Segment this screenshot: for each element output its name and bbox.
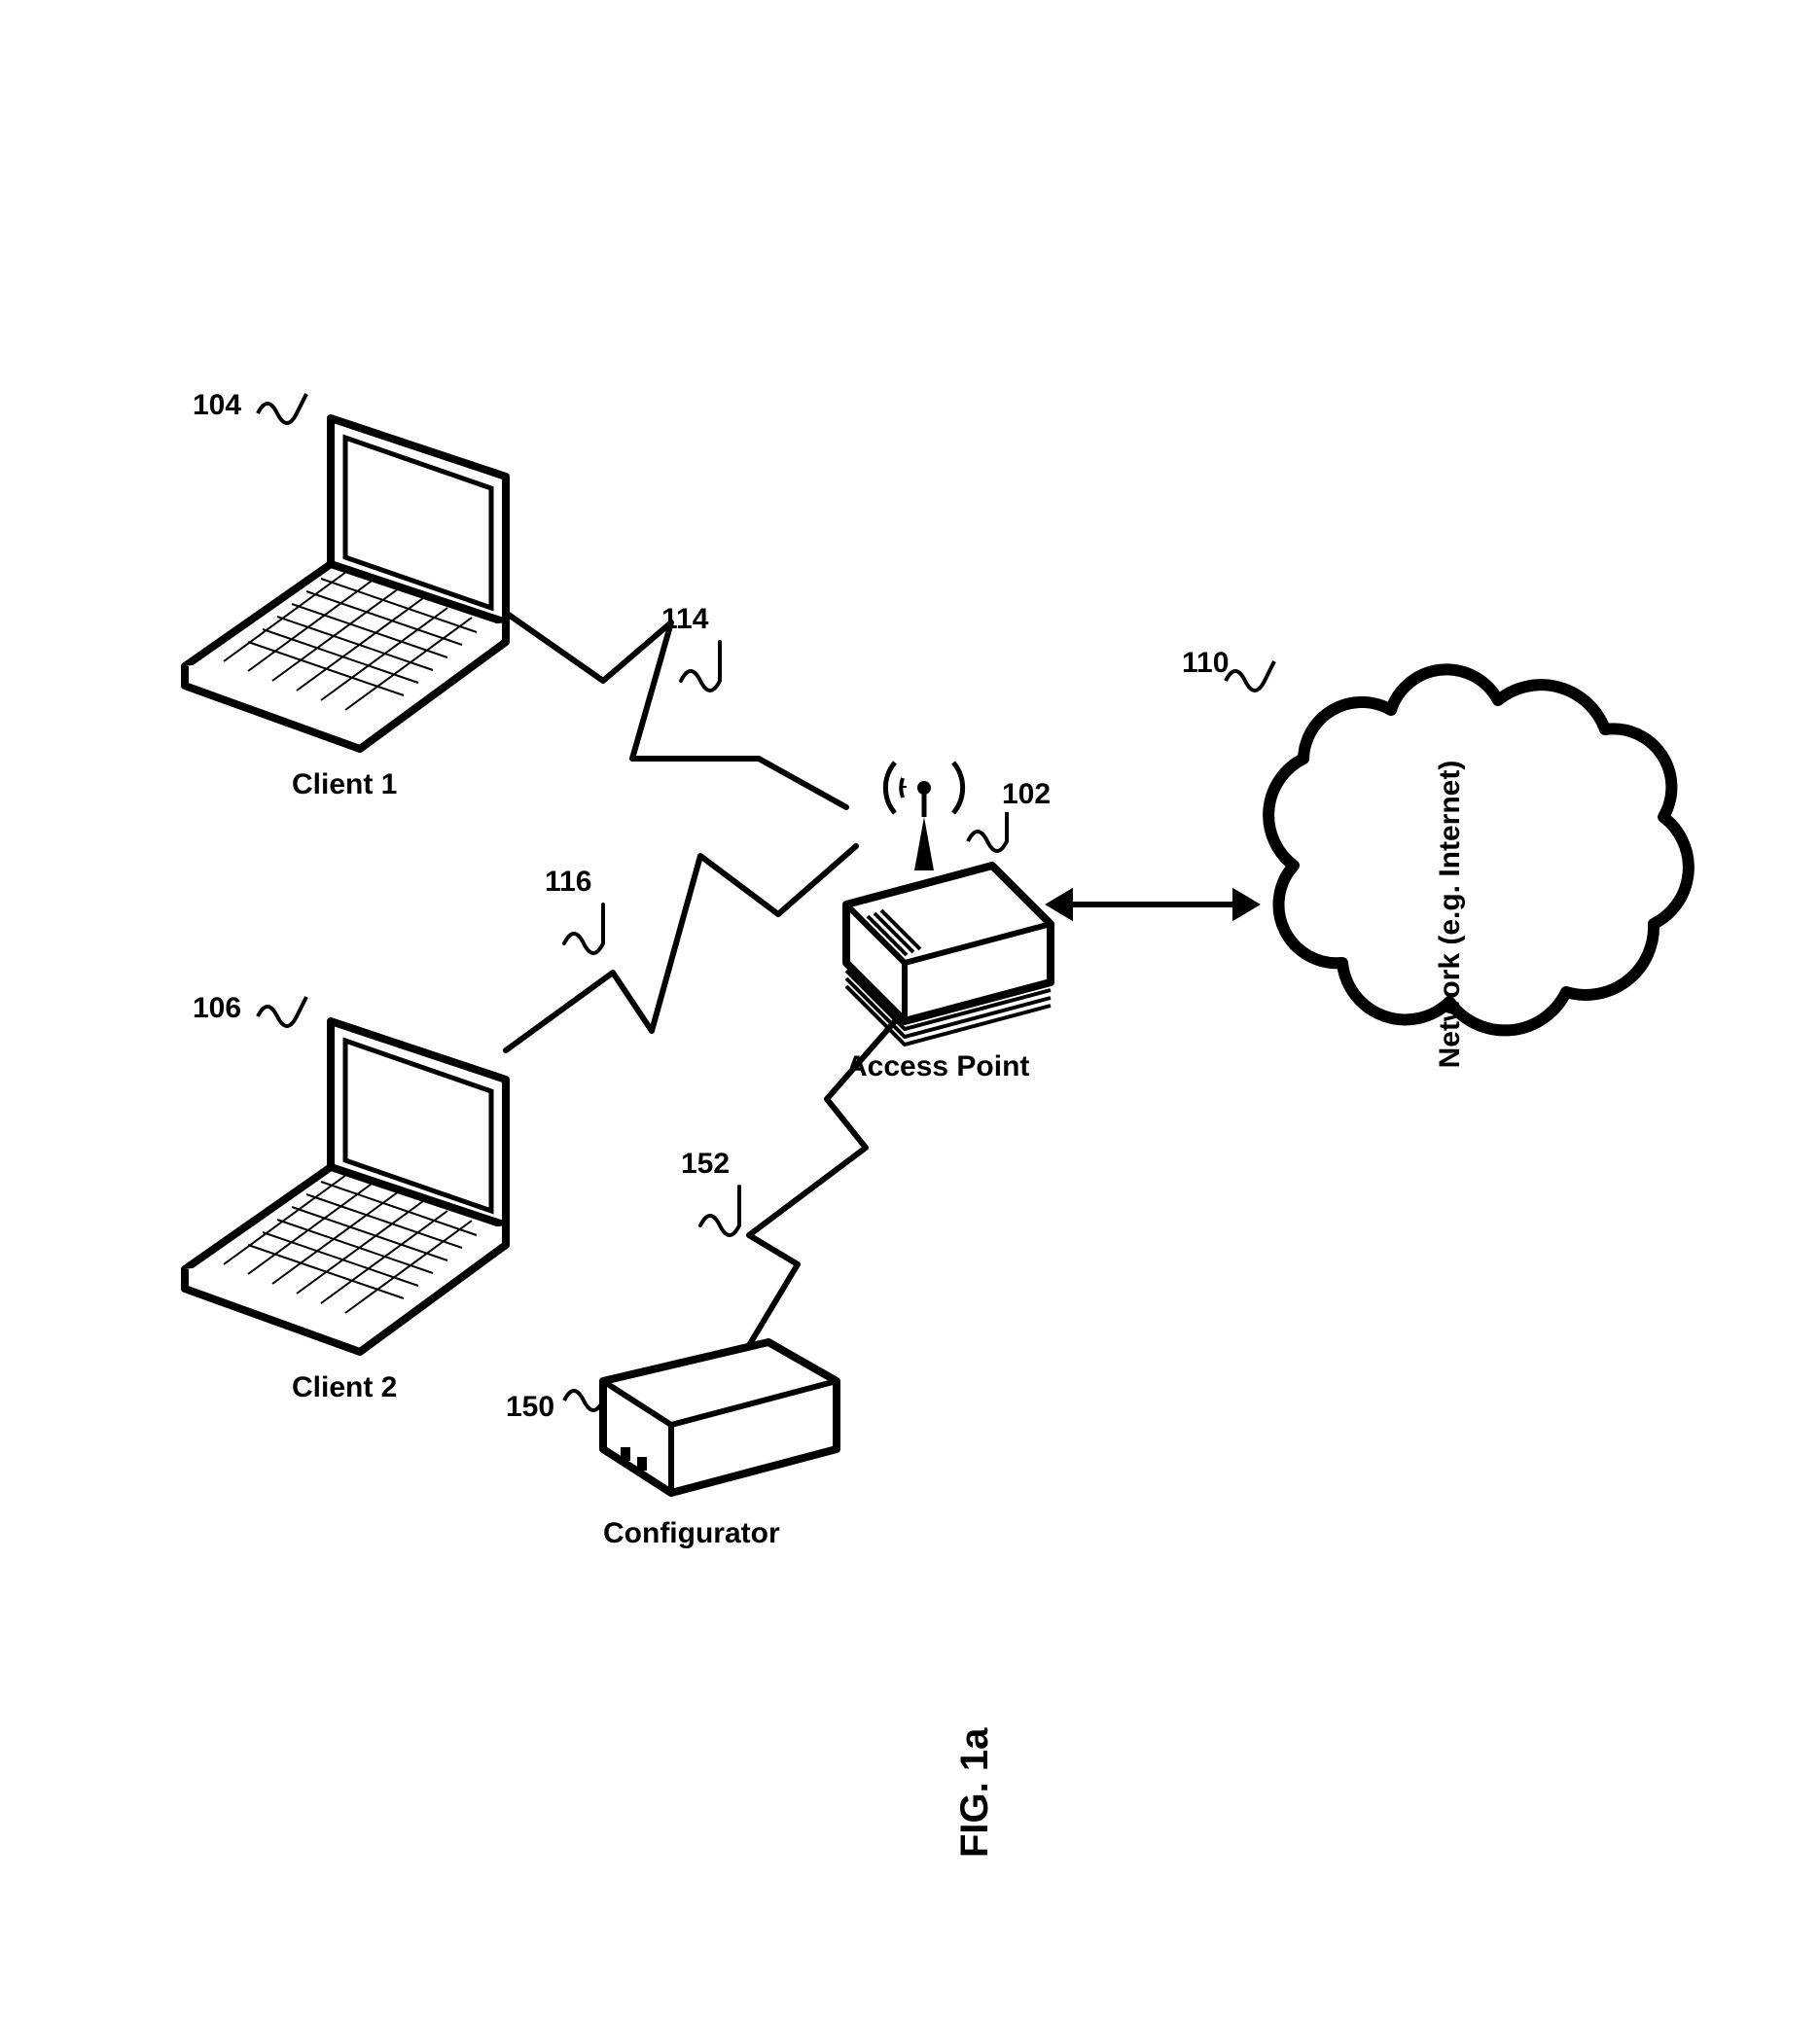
ref-client1: 104 bbox=[193, 389, 241, 422]
link-client1-ap bbox=[506, 613, 846, 807]
link-ap-cloud bbox=[1051, 893, 1255, 916]
diagram-stage: Network (e.g. Internet) bbox=[0, 0, 1820, 2022]
label-ap: Access Point bbox=[846, 1050, 1029, 1083]
label-client2: Client 2 bbox=[292, 1371, 397, 1404]
cloud-label: Network (e.g. Internet) bbox=[1434, 761, 1466, 1069]
configurator-icon bbox=[564, 1342, 837, 1493]
client1-icon bbox=[185, 394, 506, 749]
figure-caption: FIG. 1a bbox=[953, 1728, 997, 1858]
ref-config: 150 bbox=[506, 1391, 554, 1424]
ref-link-116: 116 bbox=[545, 866, 591, 899]
ref-link-152: 152 bbox=[681, 1148, 730, 1181]
ref-client2: 106 bbox=[193, 992, 241, 1025]
label-client1: Client 1 bbox=[292, 768, 397, 801]
client2-icon bbox=[185, 997, 506, 1352]
label-config: Configurator bbox=[603, 1517, 780, 1550]
ref-cloud: 110 bbox=[1182, 647, 1229, 680]
diagram-svg: Network (e.g. Internet) bbox=[0, 0, 1820, 2022]
ref-ap: 102 bbox=[1002, 778, 1051, 811]
ref-link-114: 114 bbox=[661, 603, 708, 636]
